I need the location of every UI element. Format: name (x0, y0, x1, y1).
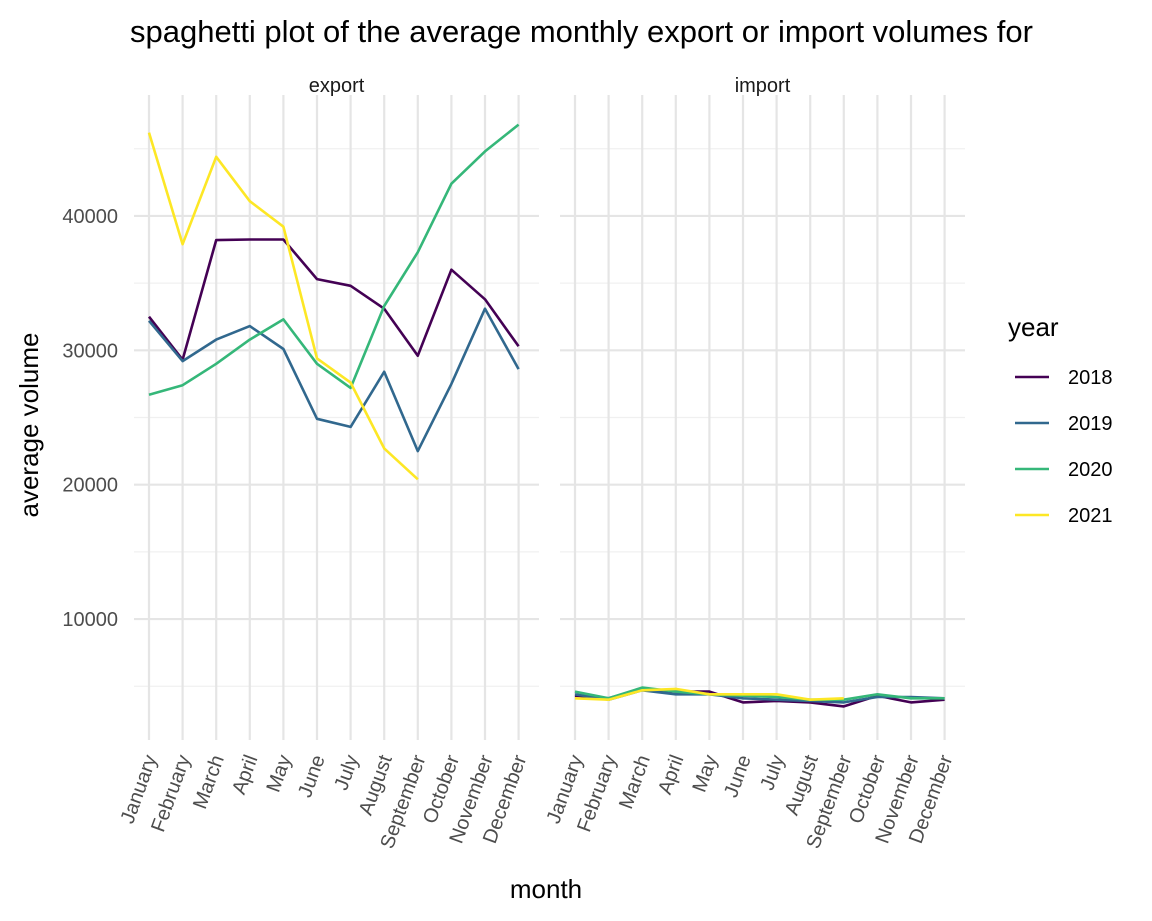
series-line-export-2021 (147, 132, 419, 481)
facet-strip-label: export (309, 75, 365, 97)
x-tick-label: May (262, 752, 296, 795)
series-line-export-2019 (148, 307, 520, 453)
legend-item-2020: 2020 (1015, 459, 1113, 481)
legend-item-2019: 2019 (1015, 413, 1113, 435)
x-tick-label: March (615, 752, 655, 812)
legend-label: 2020 (1068, 459, 1113, 481)
y-tick-label: 20000 (62, 475, 118, 497)
x-tick-label: March (189, 752, 229, 812)
x-tick-label: April (654, 752, 688, 797)
legend: year 2018 2019 2020 2021 (1008, 312, 1113, 527)
legend-label: 2021 (1068, 505, 1113, 527)
series-line-export-2018 (147, 238, 520, 361)
x-tick-label: July (756, 752, 789, 793)
y-tick-label: 30000 (62, 340, 118, 362)
series-line-export-2020 (148, 123, 520, 396)
legend-title: year (1008, 312, 1059, 342)
legend-item-2018: 2018 (1015, 367, 1113, 389)
legend-label: 2018 (1068, 367, 1113, 389)
x-tick-label: April (228, 752, 262, 797)
x-tick-label: July (330, 752, 363, 793)
x-axis-title: month (510, 874, 582, 904)
x-tick-label: May (688, 752, 722, 795)
y-tick-label: 40000 (62, 206, 118, 228)
legend-label: 2019 (1068, 413, 1113, 435)
legend-item-2021: 2021 (1015, 505, 1113, 527)
y-axis-title: average volume (14, 333, 44, 518)
y-tick-label: 10000 (62, 609, 118, 631)
x-tick-label: June (294, 752, 330, 800)
series-line-import-2020 (574, 686, 945, 701)
series-line-import-2021 (574, 687, 844, 701)
facet-strip-label: import (735, 75, 791, 97)
chart-title: spaghetti plot of the average monthly ex… (130, 14, 1033, 49)
x-tick-label: June (720, 752, 756, 800)
